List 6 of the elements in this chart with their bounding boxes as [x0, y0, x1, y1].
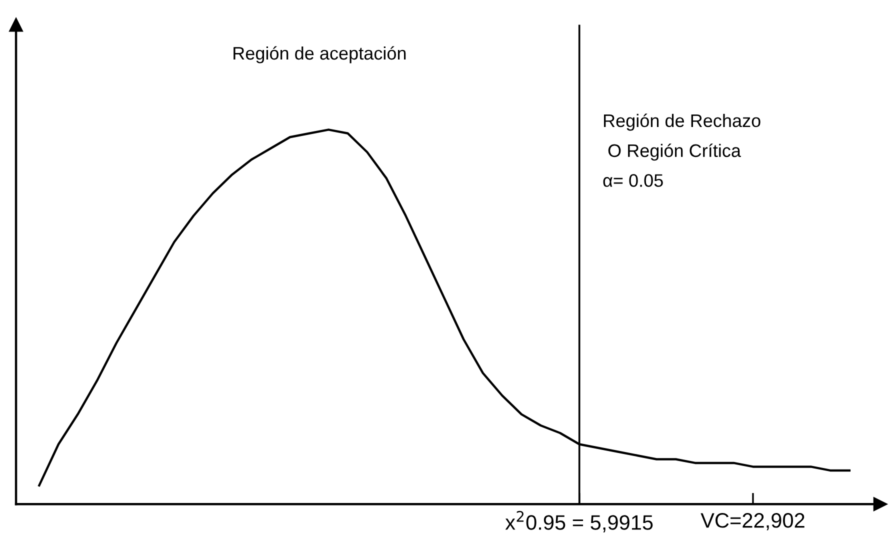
x-tick-label: x$^{2}$0.95 = 5,9915	[505, 510, 653, 532]
annotation: O Región Crítica	[608, 144, 741, 161]
text: Región de aceptación	[234, 46, 406, 64]
annotation: α= 0.05	[603, 174, 663, 187]
x-tick-label: VC=22,902	[700, 513, 804, 530]
annotation: Región de Rechazo	[604, 114, 760, 131]
